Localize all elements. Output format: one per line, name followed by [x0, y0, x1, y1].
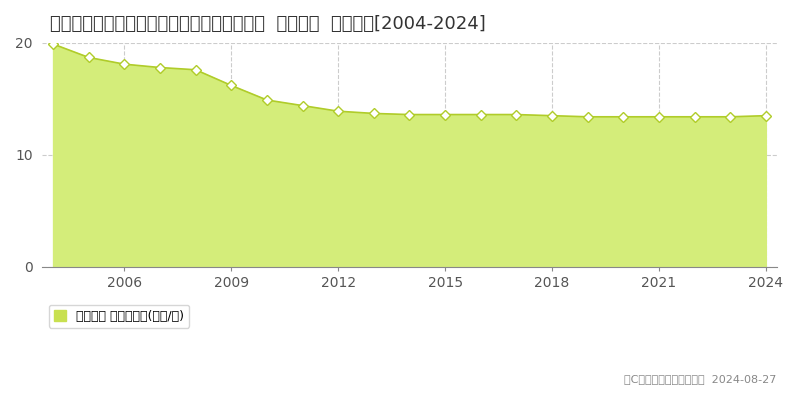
- Text: （C）土地価格ドットコム  2024-08-27: （C）土地価格ドットコム 2024-08-27: [624, 374, 776, 384]
- Text: 埼玉県さいたま市見沼区染谷１丁目２５０番  地価公示  地価推移[2004-2024]: 埼玉県さいたま市見沼区染谷１丁目２５０番 地価公示 地価推移[2004-2024…: [50, 15, 486, 33]
- Legend: 地価公示 平均坪単価(万円/坪): 地価公示 平均坪単価(万円/坪): [49, 305, 189, 328]
